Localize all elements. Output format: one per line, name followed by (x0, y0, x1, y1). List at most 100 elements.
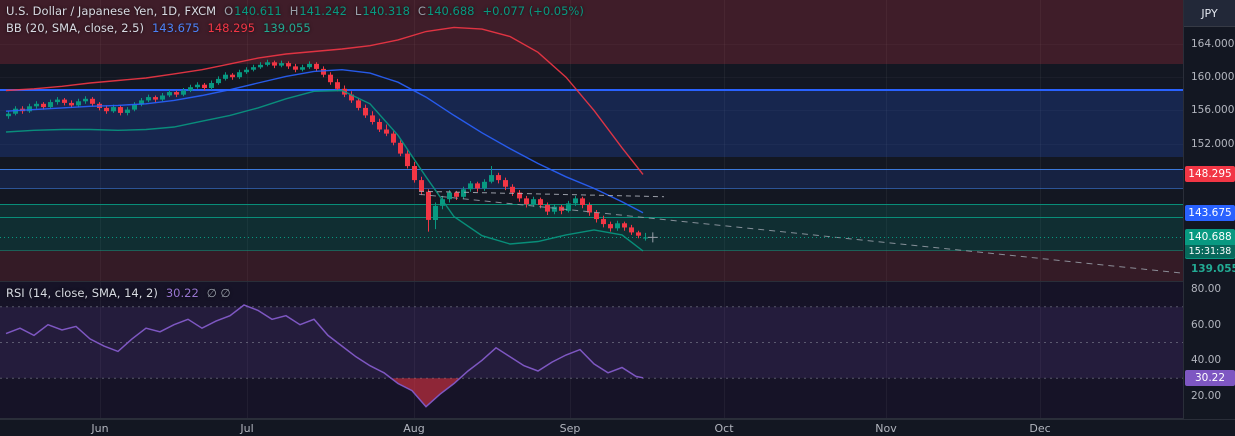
grid-line-vertical (414, 0, 415, 281)
price-change: +0.077 (+0.05%) (482, 4, 584, 18)
candle-body (202, 84, 207, 88)
rsi-line (5, 304, 644, 408)
currency-label: JPY (1201, 6, 1218, 20)
price-zone[interactable] (0, 250, 1183, 281)
bb-basis-line (5, 68, 644, 214)
rsi-settings-label[interactable]: RSI (14, close, SMA, 14, 2) (6, 286, 158, 300)
main-grid-layer (0, 0, 1183, 281)
candle-body (538, 199, 543, 205)
grid-line-vertical (570, 0, 571, 281)
bb-basis-value: 143.675 (151, 21, 200, 35)
bb-lower-axis-label: 139.055 (1191, 263, 1235, 275)
ohlc-low: L140.318 (355, 4, 410, 18)
candle-body (69, 102, 74, 106)
rsi-hidden-series-icons: ∅ ∅ (206, 286, 231, 300)
ohlc-high: H141.242 (290, 4, 347, 18)
price-tick-label: 156.000 (1191, 104, 1235, 116)
time-axis-month[interactable]: Oct (714, 422, 734, 435)
high-value: 141.242 (299, 4, 347, 18)
candle-body (412, 166, 417, 181)
price-tag[interactable]: 143.675 (1185, 205, 1235, 221)
bb-legend[interactable]: BB (20, SMA, close, 2.5) 143.675 148.295… (6, 21, 311, 35)
candle-body (566, 203, 571, 211)
horizontal-level-line[interactable] (0, 217, 1183, 218)
candle-body (629, 227, 634, 233)
low-label: L (354, 4, 362, 18)
rsi-tick-label: 80.00 (1191, 283, 1222, 295)
bb-upper-value: 148.295 (207, 21, 256, 35)
rsi-value-tag[interactable]: 30.22 (1185, 370, 1235, 386)
currency-button[interactable]: JPY (1184, 0, 1235, 27)
candle-body (48, 102, 53, 108)
horizontal-level-line[interactable] (0, 169, 1183, 170)
price-tag[interactable]: 140.688 15:31:38 (1185, 229, 1235, 259)
open-value: 140.611 (234, 4, 282, 18)
candle-body (391, 133, 396, 143)
rsi-canvas[interactable] (0, 282, 1183, 419)
price-tag[interactable]: 148.295 (1185, 166, 1235, 182)
symbol-legend[interactable]: U.S. Dollar / Japanese Yen, 1D, FXCM O14… (6, 4, 584, 18)
rsi-pane[interactable]: RSI (14, close, SMA, 14, 2) 30.22 ∅ ∅ (0, 282, 1183, 419)
candle-body (41, 103, 46, 108)
price-zone[interactable] (0, 169, 1183, 188)
bb-settings-label[interactable]: BB (20, SMA, close, 2.5) (6, 21, 144, 35)
main-chart-pane[interactable]: U.S. Dollar / Japanese Yen, 1D, FXCM O14… (0, 0, 1183, 282)
price-tick-label: 164.000 (1191, 38, 1235, 50)
grid-line-horizontal (0, 144, 1183, 145)
time-axis[interactable]: Jun Jul Aug Sep Oct Nov Dec (0, 419, 1235, 436)
candle-body (111, 107, 116, 112)
rsi-tick-label: 40.00 (1191, 354, 1222, 366)
price-zone[interactable] (0, 89, 1183, 157)
candle-body (195, 84, 200, 88)
candle-body (265, 62, 270, 65)
candle-body (363, 107, 368, 116)
horizontal-level-line[interactable] (0, 188, 1183, 189)
low-value: 140.318 (362, 4, 410, 18)
time-axis-month[interactable]: Sep (559, 422, 581, 435)
time-axis-month[interactable]: Nov (875, 422, 897, 435)
time-axis-month[interactable]: Dec (1029, 422, 1051, 435)
candle-body (153, 97, 158, 100)
candle-body (531, 199, 536, 205)
time-axis-month[interactable]: Jul (240, 422, 254, 435)
price-axis[interactable]: JPY 164.000 160.000 156.000 152.000 80.00 60.… (1183, 0, 1235, 419)
candle-body (643, 237, 648, 239)
candle-body (132, 104, 137, 110)
candle-body (447, 192, 452, 200)
candle-body (356, 100, 361, 108)
candle-body (335, 82, 340, 89)
candle-body (349, 94, 354, 101)
crosshair-cursor (647, 232, 658, 243)
candle-body (608, 224, 613, 229)
candle-body (489, 175, 494, 182)
symbol-title[interactable]: U.S. Dollar / Japanese Yen, 1D, FXCM (6, 4, 217, 18)
candle-body (328, 74, 333, 83)
candle-body (307, 63, 312, 68)
rsi-legend[interactable]: RSI (14, close, SMA, 14, 2) 30.22 ∅ ∅ (6, 286, 232, 300)
candle-body (517, 192, 522, 199)
main-chart-canvas[interactable] (0, 0, 1183, 282)
candle-body (503, 180, 508, 187)
candle-body (125, 109, 130, 113)
candle-body (6, 113, 11, 117)
price-zone[interactable] (0, 0, 1183, 64)
horizontal-level-line[interactable] (0, 89, 1183, 91)
time-axis-month[interactable]: Aug (403, 422, 425, 435)
candle-body (300, 67, 305, 70)
high-label: H (289, 4, 299, 18)
candle-body (419, 180, 424, 192)
candle-body (55, 99, 60, 103)
candle-body (622, 223, 627, 228)
time-axis-month[interactable]: Jun (91, 422, 109, 435)
horizontal-level-line[interactable] (0, 250, 1183, 251)
horizontal-level-line[interactable] (0, 204, 1183, 205)
grid-line-vertical (724, 282, 725, 418)
candle-body (454, 192, 459, 197)
candle-body (34, 103, 39, 107)
candle-body (482, 181, 487, 189)
candle-body (139, 100, 144, 105)
candle-body (272, 62, 277, 66)
trendline (418, 190, 665, 198)
candle-body (251, 67, 256, 70)
